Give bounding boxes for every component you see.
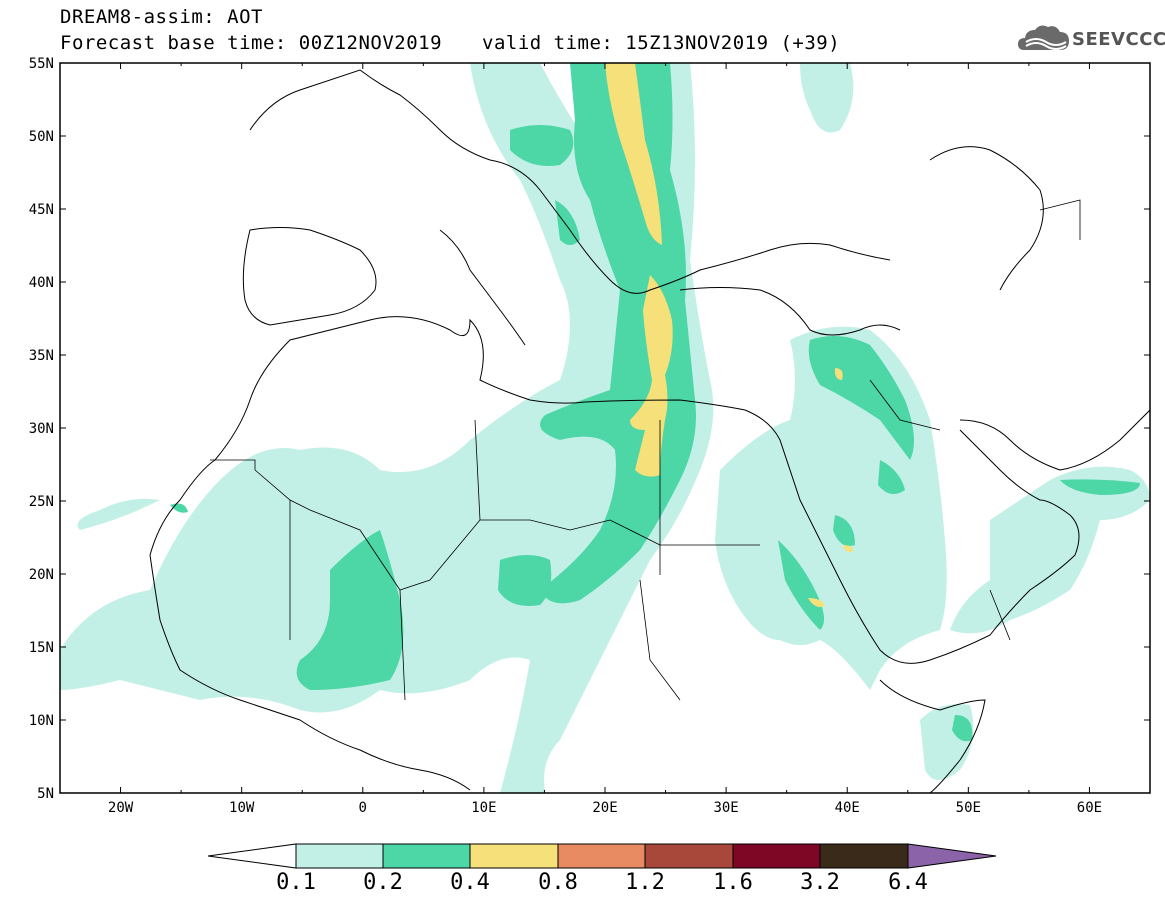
colorbar-bin [295, 843, 384, 869]
longitude-label: 0 [359, 800, 367, 816]
colorbar-bin [382, 843, 471, 869]
longitude-label: 10W [229, 800, 255, 816]
latitude-label: 5N [37, 786, 54, 802]
colorbar-bin [732, 843, 821, 869]
latitude-label: 15N [29, 640, 54, 656]
aot-level-0.4 [605, 63, 853, 607]
aot-field [60, 63, 1150, 793]
colorbar-bin [644, 843, 734, 869]
latitude-label: 45N [29, 202, 54, 218]
logo-text: SEEVCCC [1072, 29, 1165, 50]
forecast-base-time: Forecast base time: 00Z12NOV2019 [60, 32, 443, 54]
coastlines [149, 69, 1150, 793]
longitude-label: 40E [835, 800, 860, 816]
colorbar-bin [819, 843, 909, 869]
latitude-label: 40N [29, 275, 54, 291]
colorbar-bin [557, 843, 646, 869]
longitude-label: 60E [1077, 800, 1102, 816]
colorbar-level-label: 0.2 [363, 870, 403, 895]
borders [210, 199, 1081, 701]
seevccc-logo: SEEVCCC [1016, 20, 1165, 56]
colorbar-level-label: 0.1 [276, 870, 316, 895]
latitude-label: 55N [29, 56, 54, 72]
colorbar-level-label: 3.2 [800, 870, 840, 895]
axis-ticks [59, 62, 1151, 794]
colorbar-high-arrow [907, 843, 997, 869]
longitude-label: 10E [471, 800, 496, 816]
colorbar-level-label: 0.8 [538, 870, 578, 895]
colorbar-level-label: 1.6 [713, 870, 753, 895]
longitude-labels: 20W 10W 0 10E 20E 30E 40E 50E 60E [108, 800, 1102, 816]
latitude-label: 10N [29, 713, 54, 729]
latitude-label: 20N [29, 567, 54, 583]
longitude-label: 30E [713, 800, 738, 816]
latitude-label: 35N [29, 348, 54, 364]
latitude-label: 50N [29, 129, 54, 145]
longitude-label: 20W [108, 800, 134, 816]
colorbar [207, 843, 997, 869]
colorbar-level-label: 0.4 [450, 870, 490, 895]
latitude-label: 30N [29, 421, 54, 437]
colorbar-level-label: 1.2 [625, 870, 665, 895]
valid-time: valid time: 15Z13NOV2019 (+39) [482, 32, 841, 54]
colorbar-low-arrow [207, 843, 297, 869]
latitude-labels: 55N 50N 45N 40N 35N 30N 25N 20N 15N 10N 5N [29, 56, 54, 802]
cloud-icon [1018, 25, 1069, 50]
colorbar-bin [469, 843, 559, 869]
colorbar-level-label: 6.4 [888, 870, 928, 895]
map-title: DREAM8-assim: AOT [60, 6, 263, 28]
latitude-label: 25N [29, 494, 54, 510]
longitude-label: 50E [956, 800, 981, 816]
longitude-label: 20E [592, 800, 617, 816]
